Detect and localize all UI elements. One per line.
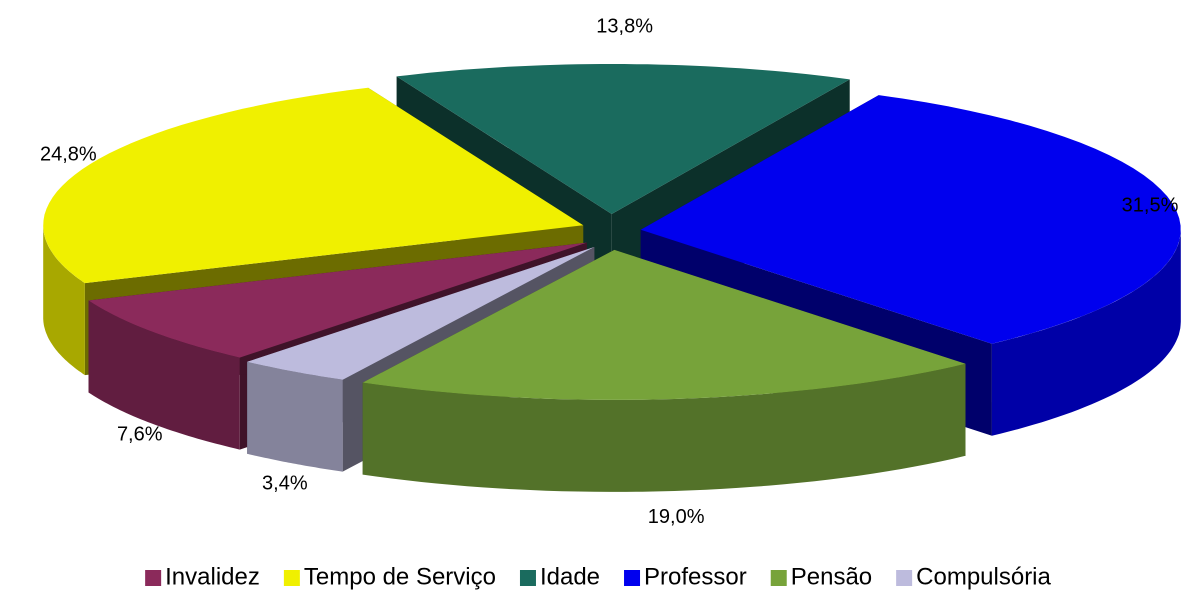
slice	[88, 242, 587, 358]
data-label: 19,0%	[648, 506, 705, 528]
slice-outer-side	[88, 300, 240, 450]
slice	[362, 249, 966, 400]
legend-label: Pensão	[791, 563, 872, 590]
slice	[396, 64, 850, 215]
data-label: 7,6%	[117, 424, 163, 446]
legend-swatch	[283, 570, 300, 586]
data-label: 13,8%	[596, 15, 653, 37]
legend-label: Compulsória	[916, 563, 1051, 590]
slice	[640, 95, 1181, 344]
legend-swatch	[896, 570, 913, 586]
legend-swatch	[624, 570, 641, 586]
data-label: 24,8%	[40, 144, 97, 166]
legend-label: Professor	[644, 563, 747, 590]
legend: Invalidez Tempo de Serviço Idade Professor P…	[145, 563, 1052, 590]
slice-outer-side	[362, 363, 966, 492]
data-label: 31,5%	[1122, 195, 1179, 217]
legend-swatch	[145, 570, 162, 586]
legend-swatch	[770, 570, 787, 586]
slice-outer-side	[991, 229, 1181, 436]
legend-swatch	[519, 570, 536, 586]
legend-label: Idade	[540, 563, 600, 590]
legend-label: Tempo de Serviço	[304, 563, 496, 590]
legend-label: Invalidez	[165, 563, 260, 590]
slice-outer-side	[43, 225, 85, 376]
slice-outer-side	[247, 361, 343, 472]
slice	[43, 87, 584, 284]
slice	[247, 246, 595, 380]
data-label: 3,4%	[262, 472, 308, 494]
